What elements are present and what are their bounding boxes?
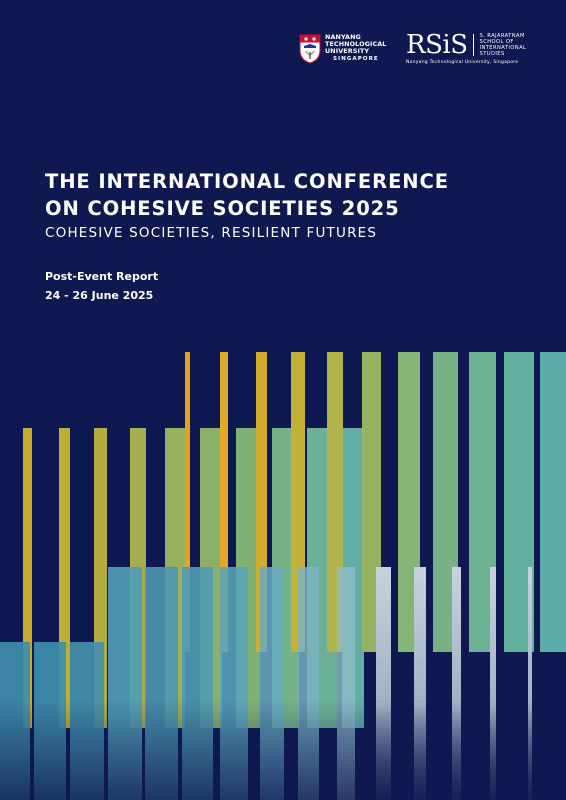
- bar: [540, 352, 566, 652]
- ntu-name-line3: UNIVERSITY: [325, 47, 370, 55]
- rsis-school-line4: STUDIES: [479, 51, 505, 57]
- bar: [220, 352, 228, 652]
- rsis-wordmark: RSiS: [406, 30, 468, 60]
- bar: [256, 352, 267, 652]
- report-type: Post-Event Report: [45, 270, 159, 283]
- bar: [59, 428, 70, 728]
- bar: [528, 567, 532, 800]
- ntu-logo: NANYANG TECHNOLOGICAL UNIVERSITY SINGAPO…: [299, 34, 386, 64]
- rsis-school-name: S. RAJARATNAM SCHOOL OF INTERNATIONAL ST…: [480, 33, 527, 57]
- rsis-divider: [472, 34, 474, 56]
- ntu-name-line2: TECHNOLOGICAL: [325, 40, 387, 48]
- rsis-school-line1: S. RAJARATNAM: [479, 33, 525, 39]
- report-date: 24 - 26 June 2025: [45, 289, 154, 302]
- rsis-tagline: Nanyang Technological University, Singap…: [406, 60, 519, 65]
- bars-row-tall: [185, 352, 566, 652]
- bar: [23, 428, 32, 728]
- conference-theme: COHESIVE SOCIETIES, RESILIENT FUTURES: [45, 225, 378, 241]
- title-line1: THE INTERNATIONAL CONFERENCE: [45, 170, 449, 193]
- ntu-name-line4: SINGAPORE: [333, 56, 379, 62]
- bar: [490, 567, 496, 800]
- rsis-school-line3: INTERNATIONAL: [479, 45, 527, 51]
- rsis-school-line2: SCHOOL OF: [479, 39, 514, 45]
- ntu-name-line1: NANYANG: [325, 33, 361, 41]
- conference-title: THE INTERNATIONAL CONFERENCE ON COHESIVE…: [45, 168, 525, 222]
- title-line2: ON COHESIVE SOCIETIES 2025: [45, 197, 400, 220]
- ntu-crest-icon: [299, 34, 321, 64]
- bar: [185, 352, 190, 652]
- bar: [452, 567, 461, 800]
- rsis-logo: RSiS S. RAJARATNAM SCHOOL OF INTERNATION…: [406, 30, 527, 65]
- bottom-fade-overlay: [0, 700, 566, 800]
